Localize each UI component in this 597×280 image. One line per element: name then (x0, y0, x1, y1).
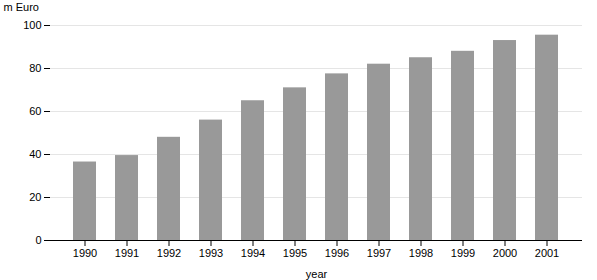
svg-text:m Euro: m Euro (4, 1, 39, 13)
svg-text:60: 60 (29, 105, 41, 117)
svg-text:1998: 1998 (409, 247, 433, 259)
svg-text:1992: 1992 (157, 247, 181, 259)
svg-text:80: 80 (29, 62, 41, 74)
svg-text:20: 20 (29, 191, 41, 203)
svg-text:1997: 1997 (367, 247, 391, 259)
svg-text:40: 40 (29, 148, 41, 160)
svg-text:100: 100 (23, 19, 41, 31)
svg-text:1994: 1994 (241, 247, 265, 259)
svg-text:1991: 1991 (115, 247, 139, 259)
svg-text:2001: 2001 (535, 247, 559, 259)
svg-text:year: year (306, 268, 328, 280)
svg-text:0: 0 (35, 234, 41, 246)
svg-text:1993: 1993 (199, 247, 223, 259)
svg-text:1996: 1996 (325, 247, 349, 259)
svg-text:1995: 1995 (283, 247, 307, 259)
svg-text:1990: 1990 (73, 247, 97, 259)
svg-text:2000: 2000 (493, 247, 517, 259)
svg-text:1999: 1999 (451, 247, 475, 259)
